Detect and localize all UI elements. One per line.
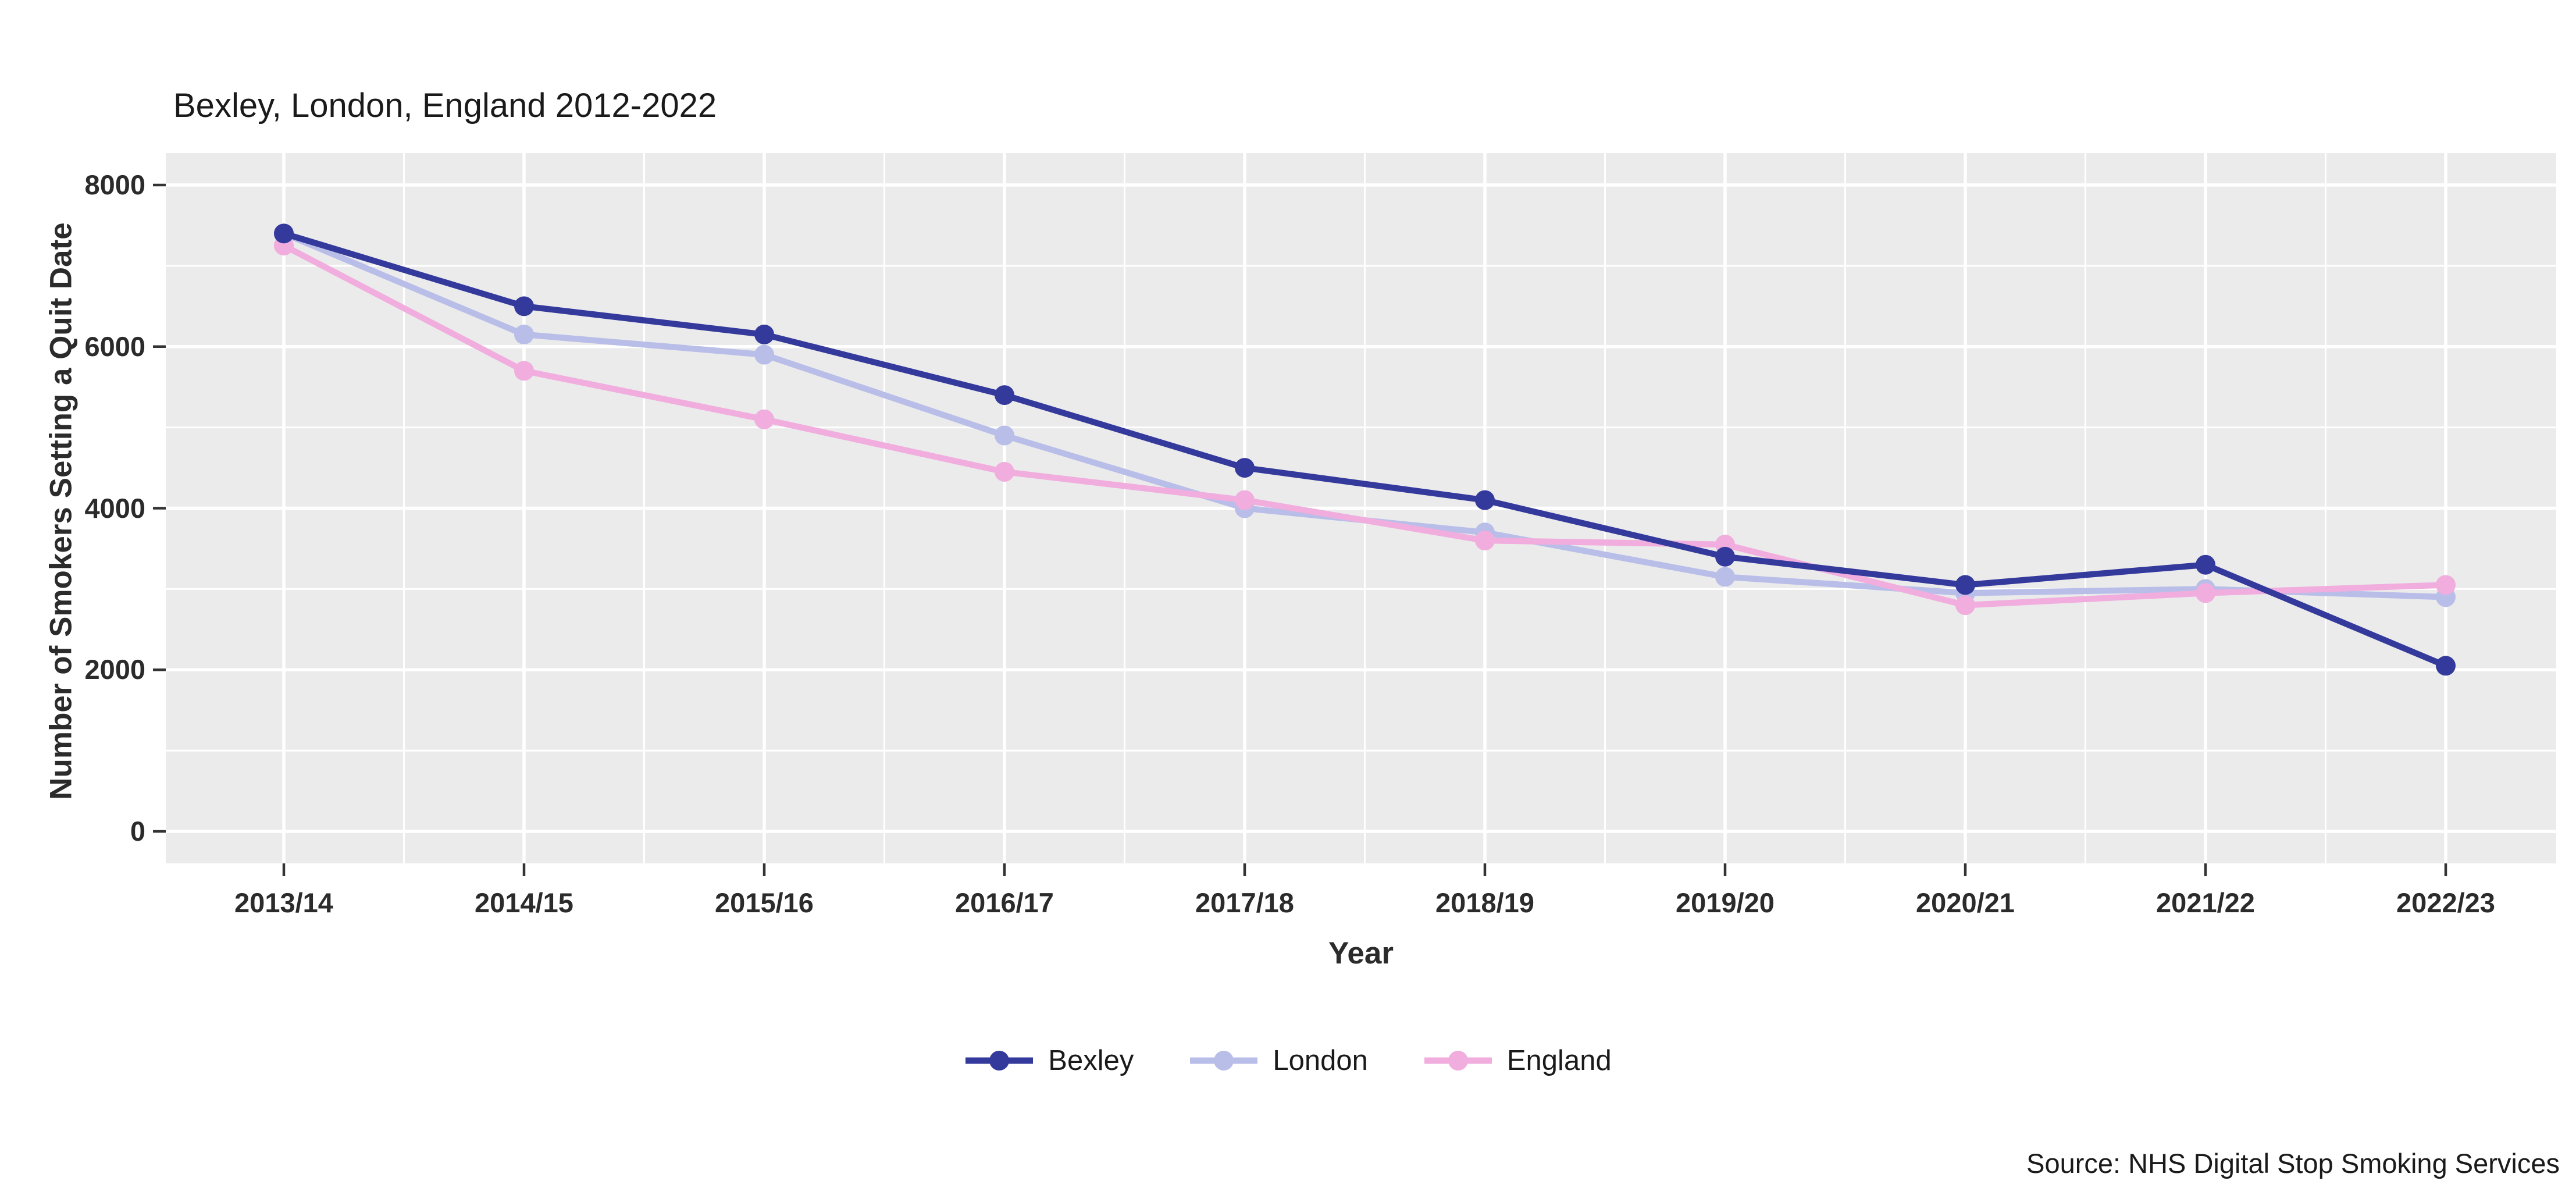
legend-item-london: London [1189, 1044, 1368, 1077]
data-point-bexley [1475, 490, 1495, 510]
legend-label: London [1273, 1045, 1368, 1076]
legend-label: Bexley [1048, 1045, 1134, 1076]
data-point-bexley [1235, 458, 1255, 478]
data-point-bexley [2196, 554, 2215, 575]
x-tick-label: 2016/17 [955, 887, 1054, 918]
legend-label: England [1506, 1045, 1612, 1076]
x-tick-label: 2014/15 [475, 887, 573, 918]
data-point-london [754, 344, 774, 365]
chart-title: Bexley, London, England 2012-2022 [173, 87, 717, 125]
data-point-england [2196, 583, 2215, 603]
legend-item-england: England [1423, 1044, 1612, 1077]
data-point-england [1955, 595, 1975, 616]
x-tick-label: 2022/23 [2396, 887, 2495, 918]
data-point-bexley [274, 223, 294, 244]
x-tick-label: 2021/22 [2156, 887, 2255, 918]
source-note: Source: NHS Digital Stop Smoking Service… [2026, 1148, 2560, 1179]
data-point-bexley [514, 296, 534, 316]
data-point-london [514, 324, 534, 344]
data-point-bexley [754, 324, 774, 344]
data-point-england [1235, 490, 1255, 510]
legend-key-icon [1424, 1051, 1492, 1071]
data-point-london [1715, 567, 1735, 587]
x-tick-label: 2018/19 [1435, 887, 1534, 918]
y-tick-label: 8000 [84, 169, 145, 200]
data-point-bexley [2436, 656, 2456, 676]
data-point-england [754, 409, 774, 429]
x-tick-label: 2015/16 [715, 887, 814, 918]
legend: Bexley London England [0, 1044, 2576, 1077]
x-axis-title: Year [1328, 936, 1394, 970]
series-line-bexley [280, 230, 2449, 669]
x-tick-label: 2019/20 [1676, 887, 1775, 918]
data-point-bexley [1715, 546, 1735, 567]
x-tick-label: 2020/21 [1916, 887, 2015, 918]
legend-key-icon [1190, 1051, 1258, 1071]
y-tick-label: 2000 [84, 654, 145, 685]
data-point-london [995, 425, 1014, 446]
data-point-england [995, 462, 1014, 482]
x-tick-label: 2017/18 [1195, 887, 1294, 918]
data-point-england [1475, 531, 1495, 551]
y-tick-label: 0 [130, 816, 145, 847]
y-tick-label: 4000 [84, 492, 145, 524]
data-point-bexley [1955, 575, 1975, 595]
y-tick-label: 6000 [84, 330, 145, 362]
data-point-bexley [995, 385, 1014, 406]
data-point-england [514, 361, 534, 381]
legend-item-bexley: Bexley [964, 1044, 1134, 1077]
series-line-england [280, 242, 2449, 609]
data-point-england [2436, 575, 2456, 595]
x-tick-label: 2013/14 [234, 887, 333, 918]
legend-key-icon [965, 1051, 1034, 1071]
